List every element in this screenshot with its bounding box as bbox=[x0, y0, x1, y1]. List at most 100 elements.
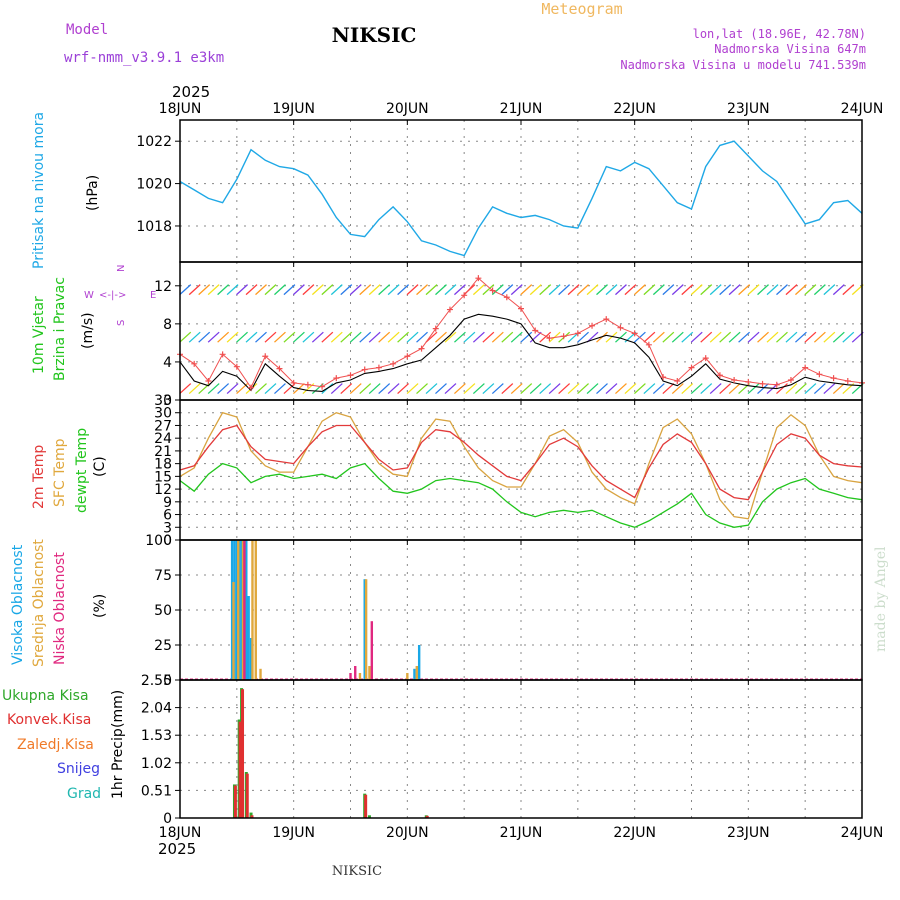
wind-barb bbox=[776, 331, 788, 343]
cloud-ylabel-1: Visoka Oblacnost bbox=[10, 544, 26, 665]
ytick-label: 12 bbox=[154, 482, 172, 498]
wind-barb bbox=[804, 383, 817, 395]
wind-barb bbox=[302, 284, 315, 296]
wind-barb bbox=[615, 331, 627, 343]
wind-barb bbox=[217, 383, 230, 395]
wind-barb bbox=[274, 331, 286, 343]
wind-barb bbox=[321, 284, 334, 296]
wind-gust-marker bbox=[432, 325, 439, 332]
wind-barb bbox=[785, 284, 798, 296]
wind-barb bbox=[179, 331, 192, 343]
wind-barb bbox=[671, 284, 684, 296]
wind-barb bbox=[406, 331, 419, 343]
wind-barb bbox=[368, 284, 381, 296]
wind-barb bbox=[264, 284, 277, 296]
pressure-ylabel: Pritisak na nivou mora bbox=[31, 112, 47, 269]
wind-barb bbox=[292, 331, 305, 343]
wind-barb bbox=[340, 331, 353, 343]
wind-barb bbox=[766, 331, 779, 343]
wind-barb bbox=[491, 284, 504, 296]
wind-gust-marker bbox=[319, 383, 326, 390]
wind-barb bbox=[690, 331, 703, 343]
ytick-label: 27 bbox=[154, 418, 172, 434]
wind-barb bbox=[378, 284, 391, 296]
legend-frz: Zaledj.Kisa bbox=[17, 737, 94, 753]
cloud-bar-mid bbox=[406, 673, 409, 680]
wind-barb bbox=[416, 331, 428, 343]
cloud-bar-mid bbox=[415, 666, 419, 680]
wind-barb bbox=[501, 331, 514, 343]
wind-barb bbox=[245, 284, 258, 296]
wind-barb bbox=[652, 331, 665, 343]
wind-barb bbox=[226, 383, 239, 395]
legend-convective: Konvek.Kisa bbox=[7, 712, 91, 728]
wind-barb bbox=[719, 284, 732, 296]
legend-snow: Snijeg bbox=[57, 761, 100, 777]
ytick-label: 50 bbox=[154, 603, 172, 619]
cloud-bar-high bbox=[249, 638, 253, 680]
ytick-label: 0.51 bbox=[141, 783, 172, 799]
temp-unit: (C) bbox=[92, 456, 108, 477]
panel-frame bbox=[179, 399, 863, 541]
wind-gust-marker bbox=[816, 371, 823, 378]
wind-gust-marker bbox=[375, 364, 382, 371]
ytick-label: 0 bbox=[163, 811, 172, 827]
precip-ylabel: 1hr Precip bbox=[110, 728, 126, 799]
cloud-bar-mid bbox=[368, 666, 371, 680]
panel-frame bbox=[179, 679, 863, 819]
cloud-ylabel-2: Srednja Oblacnost bbox=[31, 539, 47, 667]
wind-barb bbox=[728, 383, 741, 395]
wind-barb bbox=[444, 284, 457, 296]
wind-barb bbox=[425, 383, 438, 395]
cloud-bar-mid bbox=[237, 540, 240, 680]
wind-barb bbox=[842, 284, 855, 296]
wind-barb bbox=[823, 383, 836, 395]
temp-ylabel-3: dewpt Temp bbox=[74, 428, 90, 513]
ytick-label: 4 bbox=[163, 355, 172, 371]
xtick-label-bottom: 21JUN bbox=[500, 825, 543, 841]
wind-barb bbox=[188, 284, 201, 296]
wind-barb bbox=[662, 331, 675, 343]
ytick-label: 15 bbox=[154, 469, 172, 485]
wind-barb bbox=[813, 331, 826, 343]
wind-barb bbox=[198, 284, 211, 296]
wind-gust-marker bbox=[759, 380, 766, 387]
wind-gust-marker bbox=[617, 324, 624, 331]
wind-barb bbox=[624, 383, 637, 395]
wind-barb bbox=[690, 284, 703, 296]
wind-gust-marker bbox=[574, 330, 581, 337]
compass-arrows: <-|-> bbox=[99, 290, 126, 301]
wind-barb bbox=[217, 331, 230, 343]
wind-barb bbox=[236, 284, 249, 296]
xtick-label-bottom: 20JUN bbox=[386, 825, 429, 841]
wind-barb bbox=[435, 383, 447, 395]
wind-barb bbox=[179, 383, 192, 395]
ytick-label: 12 bbox=[154, 279, 172, 295]
wind-barb bbox=[567, 284, 580, 296]
precip-unit: (mm) bbox=[110, 690, 126, 728]
wind-barb bbox=[255, 284, 267, 296]
wind-barb bbox=[671, 331, 684, 343]
wind-barb bbox=[255, 383, 267, 395]
wind-barb bbox=[757, 284, 769, 296]
wind-barb bbox=[662, 284, 675, 296]
wind-barb bbox=[397, 284, 410, 296]
wind-barb bbox=[264, 383, 277, 395]
wind-barb bbox=[387, 383, 400, 395]
wind-barb bbox=[207, 284, 220, 296]
cloud-bar-mid bbox=[232, 582, 235, 680]
year-bottom: 2025 bbox=[158, 840, 196, 858]
precip-bar-total bbox=[367, 815, 371, 818]
cloud-bar-high bbox=[240, 540, 243, 680]
wind-barb bbox=[577, 284, 590, 296]
wind-gust-marker bbox=[361, 366, 368, 373]
xtick-label-top: 21JUN bbox=[500, 101, 543, 117]
wind-gust-marker bbox=[716, 372, 723, 379]
ytick-label: 1022 bbox=[136, 134, 172, 150]
xtick-label-top: 23JUN bbox=[727, 101, 770, 117]
wind-barb bbox=[179, 284, 192, 296]
precip-bar-convective bbox=[233, 785, 237, 818]
wind-barb bbox=[378, 331, 391, 343]
wind-gust-marker bbox=[844, 377, 851, 384]
